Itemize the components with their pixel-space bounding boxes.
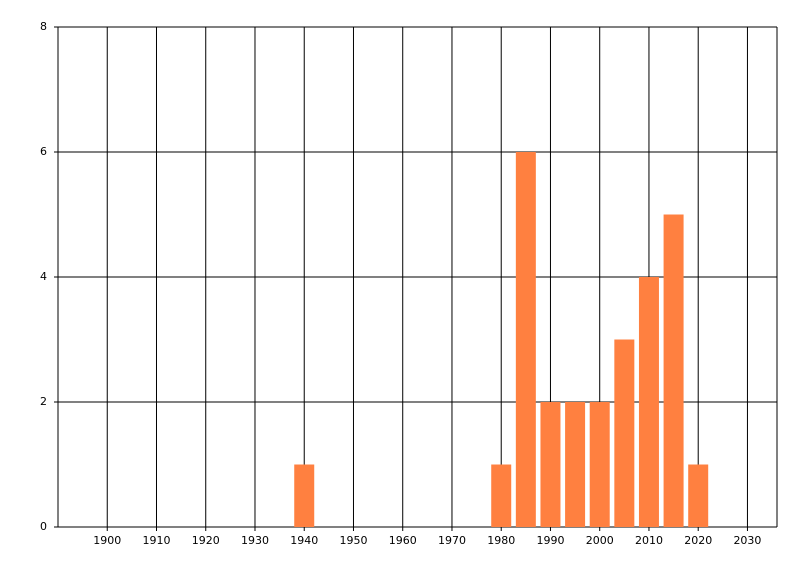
x-tick-label: 1960 [389,534,417,547]
x-tick-label: 2020 [684,534,712,547]
bar [294,464,315,527]
x-tick-label: 2010 [635,534,663,547]
x-tick-label: 1920 [192,534,220,547]
bar [688,464,709,527]
x-tick-label: 1940 [290,534,318,547]
x-tick-label: 2030 [733,534,761,547]
x-tick-label: 1950 [339,534,367,547]
x-tick-label: 1970 [438,534,466,547]
y-tick-label: 0 [40,520,47,533]
y-tick-label: 4 [40,270,47,283]
y-tick-label: 2 [40,395,47,408]
bar [565,402,586,527]
bar [491,464,512,527]
x-tick-label: 1900 [93,534,121,547]
y-tick-label: 8 [40,20,47,33]
x-tick-label: 2000 [586,534,614,547]
x-tick-label: 1980 [487,534,515,547]
x-tick-label: 1990 [536,534,564,547]
bar [663,214,684,527]
bar [638,277,659,527]
bar [515,152,536,527]
bar [540,402,561,527]
y-tick-label: 6 [40,145,47,158]
x-tick-label: 1930 [241,534,269,547]
x-tick-label: 1910 [142,534,170,547]
bar [589,402,610,527]
bar [614,339,635,527]
